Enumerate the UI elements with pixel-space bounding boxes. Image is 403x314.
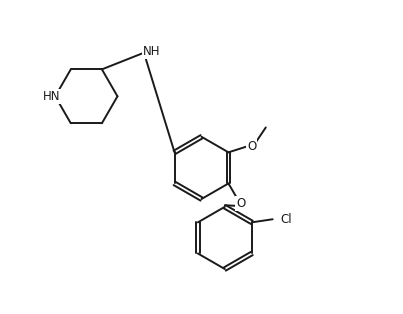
Text: HN: HN (44, 90, 61, 103)
Text: NH: NH (143, 45, 160, 58)
Text: Cl: Cl (281, 213, 292, 226)
Text: O: O (236, 197, 245, 210)
Text: O: O (247, 140, 256, 153)
